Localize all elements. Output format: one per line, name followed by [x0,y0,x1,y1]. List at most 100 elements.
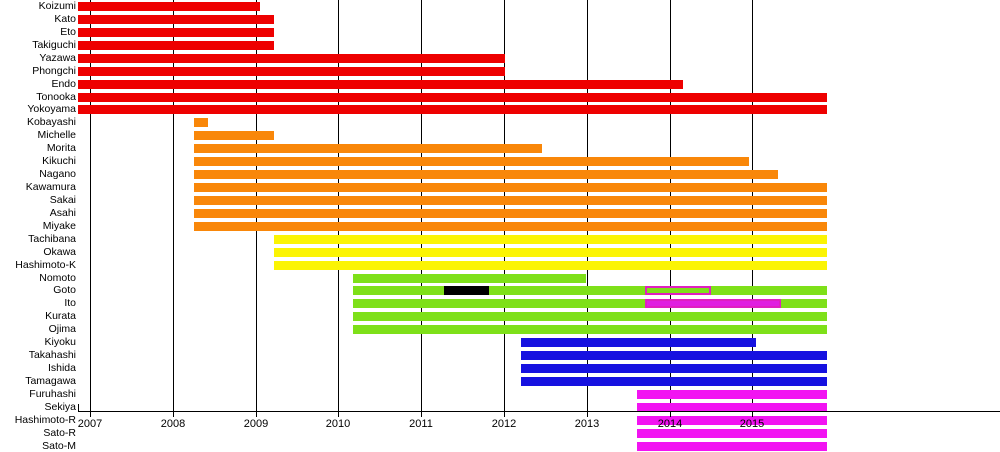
bar-tonooka[interactable] [77,92,827,102]
gridline-2008 [173,0,174,412]
bar-yokoyama[interactable] [77,105,827,115]
bar-nagano[interactable] [193,170,779,180]
y-label-takiguchi: Takiguchi [32,38,76,51]
y-label-sato-r: Sato-R [43,426,76,439]
bar-ojima[interactable] [353,325,827,335]
y-label-tonooka: Tonooka [36,90,76,103]
y-label-kikuchi: Kikuchi [42,155,76,168]
x-tick-2009 [256,412,257,417]
y-label-ishida: Ishida [47,362,76,375]
bar-hashimoto-k[interactable] [273,260,827,270]
x-tick-2008 [173,412,174,417]
gridline-2009 [256,0,257,412]
y-label-kobayashi: Kobayashi [26,116,76,129]
overlay-outline-goto[interactable] [644,286,711,296]
bar-eto[interactable] [77,27,274,37]
x-tick-2007 [90,412,91,417]
axis-left-edge [78,404,79,412]
bar-miyake[interactable] [193,221,827,231]
gridline-2007 [90,0,91,412]
gridline-2014 [670,0,671,412]
bar-furuhashi[interactable] [637,389,827,399]
y-label-eto: Eto [60,25,76,38]
y-label-kawamura: Kawamura [25,181,76,194]
x-tick-2012 [504,412,505,417]
highlight-segment-goto[interactable] [444,286,490,296]
bar-kobayashi[interactable] [193,118,209,128]
y-label-miyake: Miyake [42,219,76,232]
bar-sato-r[interactable] [637,428,827,438]
gantt-chart: Koizumi Kato Eto Takiguchi Yazawa Phongchi End… [14,0,1000,452]
gridline-2013 [587,0,588,412]
bar-phongchi[interactable] [77,66,505,76]
bar-okawa[interactable] [273,247,827,257]
y-label-furuhashi: Furuhashi [29,387,76,400]
bar-morita[interactable] [193,144,543,154]
x-tick-2014 [670,412,671,417]
y-label-koizumi: Koizumi [38,0,76,12]
y-label-okawa: Okawa [43,245,76,258]
x-tick-label-2013: 2013 [574,418,600,430]
plot-area [77,0,827,451]
bar-ishida[interactable] [520,364,827,374]
bar-asahi[interactable] [193,208,827,218]
bar-takahashi[interactable] [520,351,827,361]
overlay-filled-ito[interactable] [644,299,782,309]
bar-tachibana[interactable] [273,234,827,244]
y-label-yokoyama: Yokoyama [27,103,76,116]
y-label-morita: Morita [46,142,76,155]
y-label-sato-m: Sato-M [42,439,76,452]
bar-kikuchi[interactable] [193,157,750,167]
gridline-2011 [421,0,422,412]
gridline-2010 [338,0,339,412]
bar-koizumi[interactable] [77,2,260,11]
y-label-sakai: Sakai [49,193,76,206]
bar-sakai[interactable] [193,195,827,205]
y-label-nagano: Nagano [39,168,76,181]
bar-kato[interactable] [77,14,274,24]
y-label-kato: Kato [54,12,76,25]
bar-hashimoto-r[interactable] [637,415,827,425]
bar-takiguchi[interactable] [77,40,274,50]
y-label-michelle: Michelle [37,129,76,142]
gridline-2012 [504,0,505,412]
y-label-hashimoto-r: Hashimoto-R [14,413,76,426]
bar-sato-m[interactable] [637,441,827,451]
gridline-2015 [752,0,753,412]
x-tick-2013 [587,412,588,417]
x-tick-label-2011: 2011 [409,418,433,430]
y-label-takahashi: Takahashi [28,349,76,362]
y-label-sekiya: Sekiya [44,400,76,413]
bar-tamagawa[interactable] [520,376,827,386]
y-label-ito: Ito [64,297,76,310]
bar-nomoto[interactable] [353,273,586,283]
y-label-yazawa: Yazawa [39,51,76,64]
bar-michelle[interactable] [193,131,274,141]
x-tick-label-2015: 2015 [739,418,765,430]
bar-kiyoku[interactable] [520,338,756,348]
bar-kawamura[interactable] [193,183,827,193]
bar-endo[interactable] [77,79,683,89]
x-tick-label-2007: 2007 [77,418,103,430]
x-tick-label-2012: 2012 [491,418,517,430]
y-label-asahi: Asahi [49,206,76,219]
bar-ito[interactable] [353,299,827,309]
y-label-endo: Endo [51,77,76,90]
x-tick-label-2010: 2010 [325,418,351,430]
x-axis-line [78,411,1000,412]
y-label-hashimoto-k: Hashimoto-K [15,258,76,271]
bar-sekiya[interactable] [637,402,827,412]
y-label-tachibana: Tachibana [28,232,76,245]
x-tick-2015 [752,412,753,417]
x-tick-label-2009: 2009 [243,418,269,430]
y-label-tamagawa: Tamagawa [25,374,76,387]
y-label-kurata: Kurata [45,310,76,323]
y-label-nomoto: Nomoto [39,271,76,284]
bar-kurata[interactable] [353,312,827,322]
x-tick-2011 [421,412,422,417]
x-tick-label-2008: 2008 [160,418,186,430]
y-label-ojima: Ojima [48,323,76,336]
x-tick-2010 [338,412,339,417]
bar-goto[interactable] [353,286,827,296]
bar-yazawa[interactable] [77,53,505,63]
